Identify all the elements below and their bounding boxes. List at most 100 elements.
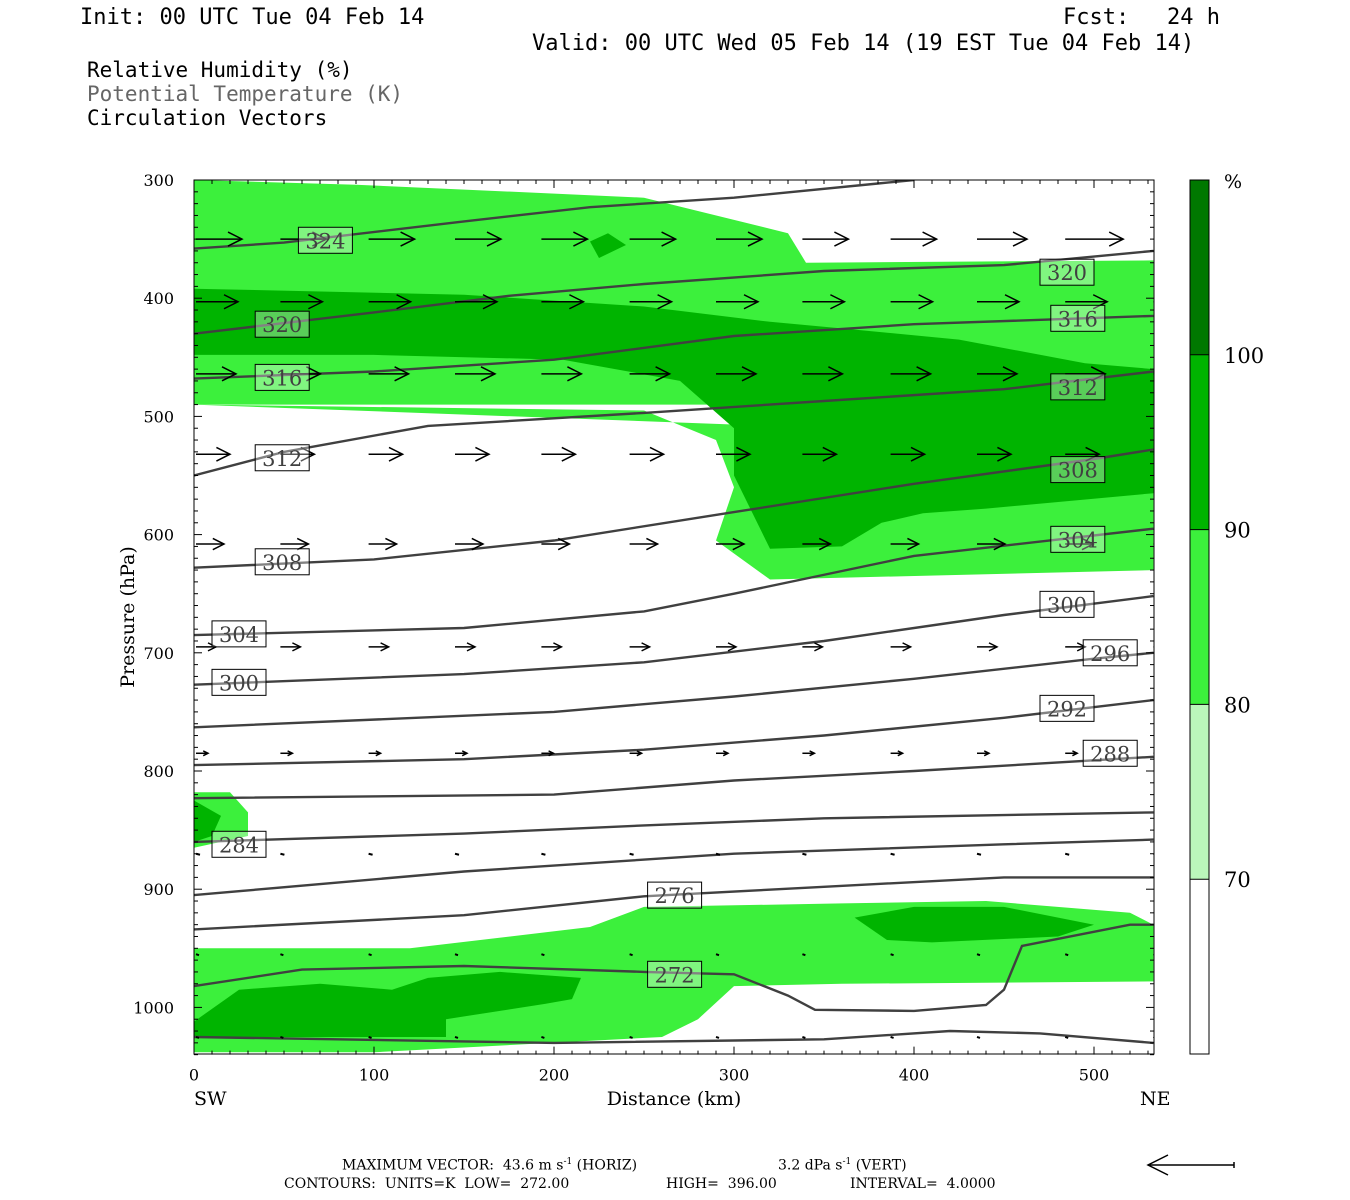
vector-2-2 (368, 366, 411, 382)
rh-region-90-8 (854, 906, 1094, 943)
vector-1-1 (280, 294, 325, 310)
rh-region-90-7 (194, 971, 581, 1037)
rh-region-90-5 (194, 800, 221, 842)
vector-2-7 (802, 366, 845, 382)
vector-2-9 (977, 366, 1019, 382)
theta-label-300-11: 300 (1039, 590, 1095, 618)
vector-1-5 (629, 294, 674, 310)
footer-contours-interval: INTERVAL= 4.0000 (850, 1176, 996, 1192)
vector-7-7 (802, 852, 807, 856)
svg-text:296: 296 (1090, 642, 1130, 666)
vector-3-11 (1153, 453, 1154, 455)
vector-2-5 (629, 366, 672, 382)
vector-1-10 (1065, 294, 1109, 310)
vector-5-11 (1153, 646, 1154, 648)
vector-1-0 (196, 294, 240, 310)
vector-2-0 (196, 366, 238, 382)
colorbar-swatch-3 (1190, 354, 1209, 530)
vector-8-4 (541, 953, 545, 957)
svg-text:312: 312 (1058, 376, 1098, 400)
vector-4-3 (455, 537, 485, 551)
colorbar-swatch-2 (1190, 529, 1209, 705)
x-tick-label-500: 500 (1079, 1066, 1110, 1085)
vector-5-1 (280, 642, 303, 652)
svg-text:288: 288 (1090, 742, 1130, 766)
vector-9-7 (802, 1036, 806, 1039)
vector-3-7 (802, 446, 839, 462)
svg-text:292: 292 (1047, 697, 1087, 721)
vector-7-2 (368, 852, 373, 856)
axis-ticks: 0 100 200 300 400 500 300 400 500 600 700 800 900 100… (133, 171, 1154, 1085)
vector-6-8 (890, 750, 905, 757)
vector-7-4 (541, 852, 546, 856)
vector-6-4 (541, 750, 556, 757)
theta-contour-312-5 (194, 370, 1154, 477)
theta-label-272-19: 272 (647, 960, 703, 988)
x-end-label-ne: NE (1140, 1088, 1171, 1110)
colorbar-label-100: 100 (1224, 344, 1264, 368)
vector-1-6 (716, 294, 760, 310)
vector-0-8 (890, 231, 939, 247)
legend-relative-humidity: Relative Humidity (%) (87, 58, 353, 82)
svg-text:316: 316 (262, 366, 302, 390)
vector-0-4 (541, 231, 590, 247)
theta-contour-316-3 (194, 314, 1154, 380)
vector-4-10 (1065, 537, 1095, 551)
vector-4-2 (368, 537, 399, 551)
theta-label-304-9: 304 (1050, 525, 1106, 553)
vector-4-8 (890, 537, 921, 551)
footer-max-vector: MAXIMUM VECTOR: 43.6 m s-1 (HORIZ) (342, 1157, 638, 1174)
vector-1-2 (368, 294, 413, 310)
colorbar-unit: % (1224, 171, 1242, 193)
vector-9-1 (280, 1036, 284, 1039)
valid-time: Valid: 00 UTC Wed 05 Feb 14 (19 EST Tue … (532, 31, 1195, 56)
vector-6-9 (977, 750, 991, 757)
vector-3-2 (368, 446, 405, 462)
vector-7-8 (890, 852, 895, 856)
svg-text:316: 316 (1058, 307, 1098, 331)
vector-8-7 (802, 953, 806, 957)
theta-contour-288-15 (194, 755, 1154, 800)
colorbar-label-80: 80 (1224, 693, 1251, 717)
vector-8-6 (715, 953, 720, 957)
vector-3-6 (716, 446, 752, 462)
vector-3-0 (196, 446, 232, 462)
x-tick-label-100: 100 (359, 1066, 390, 1085)
vector-6-2 (368, 750, 383, 757)
svg-text:312: 312 (262, 447, 302, 471)
svg-text:308: 308 (1058, 459, 1098, 483)
vector-1-9 (977, 294, 1021, 310)
theta-label-300-12: 300 (211, 668, 267, 696)
svg-text:272: 272 (655, 963, 695, 987)
vector-9-8 (890, 1036, 894, 1039)
vector-9-3 (454, 1036, 459, 1039)
circulation-vectors (195, 231, 1154, 1039)
theta-label-312-5: 312 (1050, 373, 1106, 401)
vector-8-8 (890, 953, 894, 957)
vector-3-4 (541, 446, 578, 462)
legend-circulation-vectors: Circulation Vectors (87, 106, 328, 130)
theta-label-308-8: 308 (254, 548, 310, 576)
x-tick-label-200: 200 (539, 1066, 570, 1085)
vector-0-5 (629, 231, 678, 247)
vector-6-5 (629, 750, 644, 757)
svg-text:300: 300 (219, 671, 259, 695)
vector-1-7 (802, 294, 847, 310)
vector-2-3 (455, 366, 497, 382)
footer-contours-high: HIGH= 396.00 (666, 1176, 777, 1192)
theta-label-324-0: 324 (297, 226, 353, 254)
y-tick-label-600: 600 (143, 526, 174, 545)
colorbar-swatch-1 (1190, 704, 1209, 880)
svg-text:284: 284 (219, 833, 259, 857)
y-tick-label-900: 900 (143, 880, 174, 899)
vector-1-3 (455, 294, 499, 310)
legend-potential-temperature: Potential Temperature (K) (87, 82, 404, 106)
vector-0-3 (455, 231, 503, 247)
vector-6-7 (802, 750, 817, 757)
vector-9-9 (976, 1036, 981, 1039)
theta-label-288-15: 288 (1082, 739, 1138, 767)
vector-5-7 (802, 642, 825, 652)
y-axis-title: Pressure (hPa) (117, 546, 139, 688)
theta-contour-300-11 (194, 594, 1154, 686)
svg-text:300: 300 (1047, 593, 1087, 617)
